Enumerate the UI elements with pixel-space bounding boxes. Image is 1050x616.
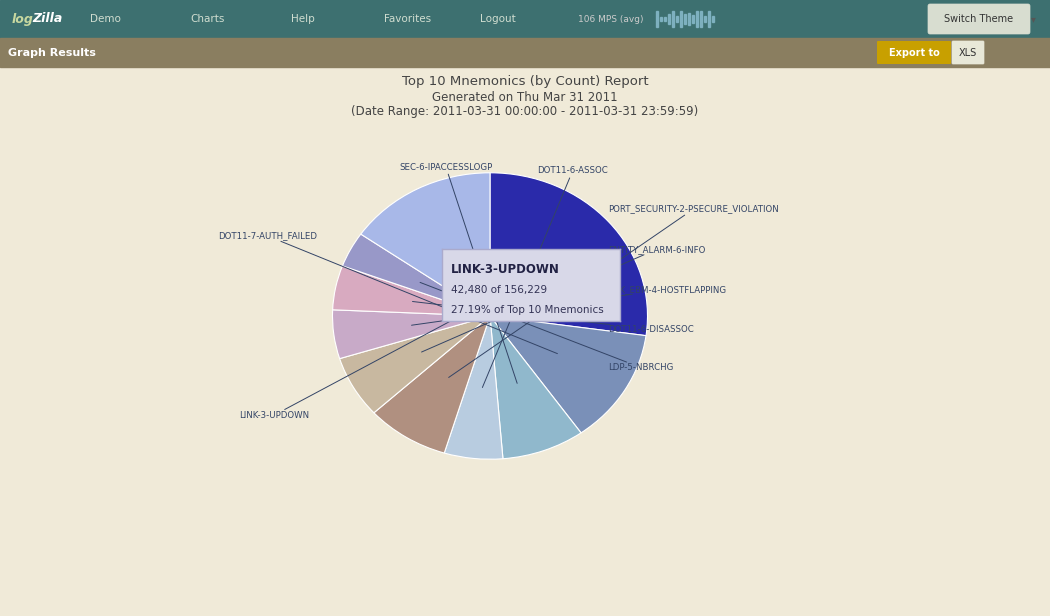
Bar [0, 0, 1050, 38]
Wedge shape [339, 316, 490, 413]
Bar [712, 17, 714, 21]
Wedge shape [342, 234, 490, 316]
Text: DOT11-7-AUTH_FAILED: DOT11-7-AUTH_FAILED [217, 231, 558, 354]
Bar [660, 14, 662, 24]
Wedge shape [490, 316, 581, 459]
Bar [664, 11, 666, 27]
Bar [0, 38, 1050, 67]
Text: (Date Range: 2011-03-31 00:00:00 - 2011-03-31 23:59:59): (Date Range: 2011-03-31 00:00:00 - 2011-… [352, 105, 698, 118]
Text: Zilla: Zilla [32, 12, 62, 25]
Bar [684, 16, 686, 22]
Text: Graph Results: Graph Results [8, 47, 96, 57]
Text: ▾: ▾ [1030, 14, 1035, 24]
Text: LINK-3-UPDOWN: LINK-3-UPDOWN [238, 269, 549, 419]
Bar [696, 17, 698, 21]
Bar [700, 14, 702, 24]
Text: Help: Help [291, 14, 315, 24]
Text: C4K_EBM-4-HOSTFLAPPING: C4K_EBM-4-HOSTFLAPPING [412, 285, 727, 325]
Bar [668, 11, 670, 27]
Wedge shape [333, 266, 490, 316]
Bar [672, 11, 674, 27]
FancyBboxPatch shape [928, 4, 1030, 34]
Text: SEC-6-IPACCESSLOGP: SEC-6-IPACCESSLOGP [399, 163, 518, 383]
Wedge shape [361, 172, 490, 316]
Bar [692, 15, 694, 23]
Text: Generated on Thu Mar 31 2011: Generated on Thu Mar 31 2011 [433, 91, 617, 104]
Bar [656, 13, 658, 25]
Bar [0, 476, 1050, 616]
FancyBboxPatch shape [877, 41, 951, 64]
Wedge shape [333, 310, 490, 359]
Bar [688, 17, 690, 21]
Text: DOT11-6-DISASSOC: DOT11-6-DISASSOC [413, 301, 694, 334]
Wedge shape [490, 172, 648, 336]
Text: log: log [12, 12, 34, 25]
Text: DOT11-6-ASSOC: DOT11-6-ASSOC [482, 166, 608, 387]
Bar [680, 17, 682, 21]
Text: Logout: Logout [480, 14, 516, 24]
Text: Export to: Export to [888, 47, 940, 57]
Bar [704, 15, 706, 23]
Text: LDP-5-NBRCHG: LDP-5-NBRCHG [420, 282, 673, 372]
Wedge shape [374, 316, 490, 453]
Text: 42,480 of 156,229: 42,480 of 156,229 [450, 285, 547, 295]
Wedge shape [444, 316, 503, 459]
Text: LINK-3-UPDOWN: LINK-3-UPDOWN [450, 264, 560, 277]
Bar [0, 67, 1050, 616]
Text: 106 MPS (avg): 106 MPS (avg) [578, 15, 644, 23]
Text: PORT_SECURITY-2-PSECURE_VIOLATION: PORT_SECURITY-2-PSECURE_VIOLATION [448, 205, 779, 378]
FancyBboxPatch shape [952, 41, 984, 64]
Text: Switch Theme: Switch Theme [944, 14, 1013, 24]
Bar [676, 14, 678, 24]
Text: Top 10 Mnemonics (by Count) Report: Top 10 Mnemonics (by Count) Report [402, 75, 648, 88]
Bar [708, 15, 710, 23]
Text: XLS: XLS [959, 47, 978, 57]
Wedge shape [490, 316, 646, 433]
Text: Demo: Demo [89, 14, 121, 24]
Text: 27.19% of Top 10 Mnemonics: 27.19% of Top 10 Mnemonics [450, 305, 604, 315]
Text: Charts: Charts [191, 14, 225, 24]
Text: Favorites: Favorites [384, 14, 432, 24]
Text: ENTITY_ALARM-6-INFO: ENTITY_ALARM-6-INFO [421, 245, 706, 352]
